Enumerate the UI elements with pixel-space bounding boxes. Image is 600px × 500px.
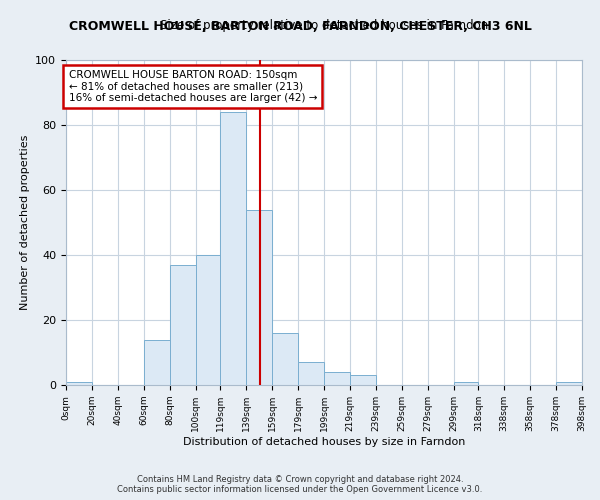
Bar xyxy=(196,255,220,385)
Bar xyxy=(66,382,92,385)
Bar xyxy=(220,112,246,385)
Bar xyxy=(556,382,582,385)
X-axis label: Distribution of detached houses by size in Farndon: Distribution of detached houses by size … xyxy=(183,436,465,446)
Title: Size of property relative to detached houses in Farndon: Size of property relative to detached ho… xyxy=(160,20,488,32)
Bar xyxy=(144,340,170,385)
Bar xyxy=(350,375,376,385)
Bar xyxy=(246,210,272,385)
Text: CROMWELL HOUSE BARTON ROAD: 150sqm
← 81% of detached houses are smaller (213)
16: CROMWELL HOUSE BARTON ROAD: 150sqm ← 81%… xyxy=(68,70,317,103)
Y-axis label: Number of detached properties: Number of detached properties xyxy=(20,135,30,310)
Bar xyxy=(324,372,350,385)
Bar xyxy=(454,382,478,385)
Bar xyxy=(170,265,196,385)
Bar xyxy=(272,333,298,385)
Text: CROMWELL HOUSE, BARTON ROAD, FARNDON, CHESTER, CH3 6NL: CROMWELL HOUSE, BARTON ROAD, FARNDON, CH… xyxy=(68,20,532,33)
Text: Contains HM Land Registry data © Crown copyright and database right 2024.
Contai: Contains HM Land Registry data © Crown c… xyxy=(118,474,482,494)
Bar xyxy=(298,362,324,385)
